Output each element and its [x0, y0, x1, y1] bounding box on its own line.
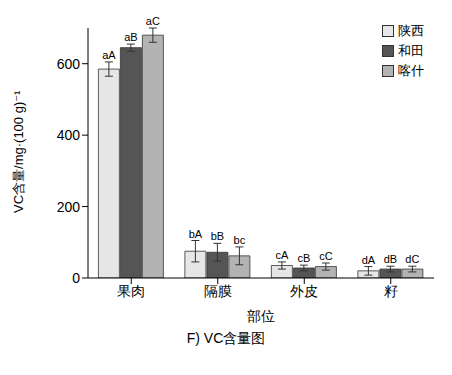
- svg-text:dC: dC: [405, 253, 419, 265]
- html-text:喀什: 喀什: [398, 63, 424, 78]
- svg-text:隔膜: 隔膜: [204, 283, 232, 299]
- svg-text:0: 0: [72, 270, 80, 286]
- svg-text:aB: aB: [124, 31, 137, 43]
- svg-text:部位: 部位: [247, 308, 275, 324]
- svg-text:400: 400: [57, 127, 81, 143]
- html-text:和田: 和田: [398, 43, 424, 58]
- svg-text:cC: cC: [319, 250, 333, 262]
- svg-text:dA: dA: [362, 254, 376, 266]
- svg-text:600: 600: [57, 56, 81, 72]
- svg-text:cA: cA: [275, 249, 289, 261]
- svg-text:外皮: 外皮: [290, 283, 318, 299]
- svg-text:dB: dB: [384, 253, 397, 265]
- svg-text:bc: bc: [234, 234, 246, 246]
- svg-text:VC含量/mg·(100 g)⁻¹: VC含量/mg·(100 g)⁻¹: [11, 90, 26, 213]
- svg-text:果肉: 果肉: [117, 283, 145, 299]
- svg-text:cB: cB: [297, 252, 310, 264]
- html-text:F) VC含量图: F) VC含量图: [186, 330, 266, 346]
- svg-text:籽: 籽: [384, 283, 398, 299]
- svg-text:bA: bA: [189, 228, 203, 240]
- svg-text:200: 200: [57, 199, 81, 215]
- svg-text:bB: bB: [211, 230, 224, 242]
- svg-text:aC: aC: [146, 15, 160, 27]
- html-text:陕西: 陕西: [398, 23, 424, 38]
- svg-text:aA: aA: [102, 49, 116, 61]
